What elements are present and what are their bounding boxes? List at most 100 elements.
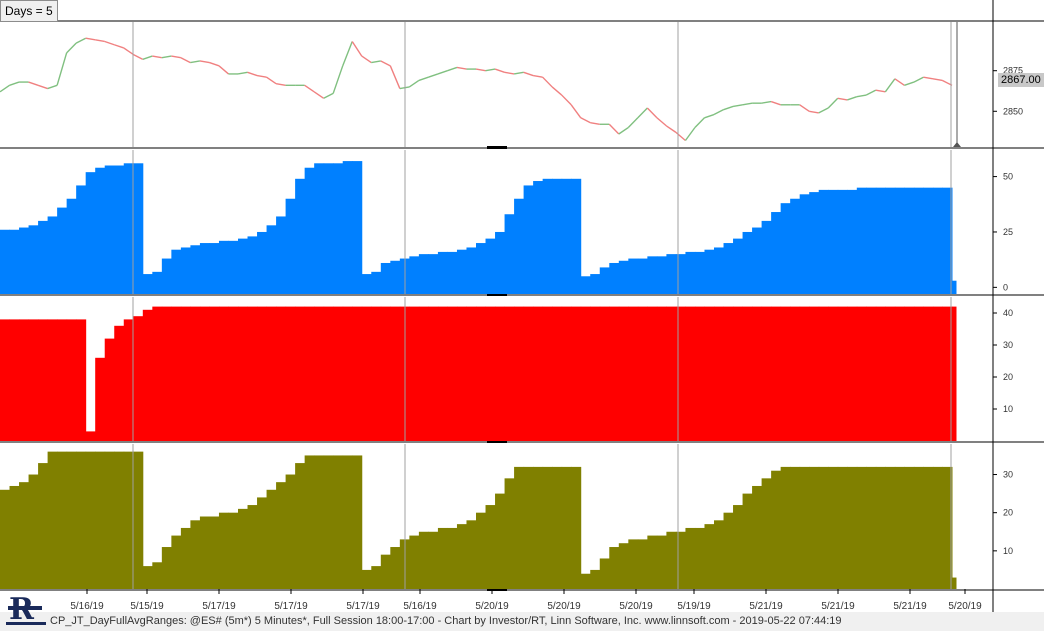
area-bar: [57, 319, 68, 441]
area-bar: [675, 306, 686, 441]
area-bar: [809, 306, 820, 441]
price-segment: [913, 76, 924, 83]
area-bar: [85, 172, 96, 294]
area-bar: [218, 240, 229, 294]
price-segment: [142, 55, 153, 61]
area-bar: [742, 231, 753, 294]
area-bar: [952, 280, 957, 294]
price-segment: [723, 105, 734, 111]
area-bar: [323, 163, 334, 294]
price-segment: [323, 92, 334, 99]
area-bar: [371, 271, 382, 294]
price-segment: [275, 82, 286, 87]
area-bar: [599, 306, 610, 441]
price-segment: [218, 65, 229, 75]
area-bar: [647, 306, 658, 441]
area-bar: [476, 306, 487, 441]
days-setting-label[interactable]: Days = 5: [0, 0, 58, 22]
area-bar: [476, 243, 487, 294]
area-bar: [885, 466, 896, 589]
area-bar: [38, 319, 49, 441]
area-bar: [694, 251, 705, 294]
area-bar: [533, 181, 544, 294]
area-bar: [285, 306, 296, 441]
price-segment: [389, 65, 401, 89]
area-bar: [285, 198, 296, 294]
area-bar: [466, 520, 477, 589]
area-bar: [561, 306, 572, 441]
price-segment: [666, 125, 677, 133]
area-bar: [552, 466, 563, 589]
date-label: 5/20/19: [948, 601, 982, 612]
price-segment: [551, 86, 563, 96]
area-bar: [866, 187, 877, 294]
date-axis: 5/16/19 5/15/19 5/17/19 5/17/19 5/17/19 5/16/…: [70, 589, 982, 612]
area-bar: [590, 569, 601, 589]
panel-resize-handle[interactable]: [487, 440, 507, 443]
area-bar: [314, 306, 325, 441]
area-bar: [923, 306, 934, 441]
date-label: 5/15/19: [130, 601, 164, 612]
price-segment: [847, 96, 858, 101]
y-tick-label: 50: [1003, 172, 1013, 182]
price-segment: [351, 41, 363, 57]
price-segment: [875, 89, 886, 93]
price-segment: [104, 40, 115, 46]
footer-caption: CP_JT_DayFullAvgRanges: @ES# (5m*) 5 Min…: [50, 615, 842, 627]
area-bar: [409, 535, 420, 589]
area-bar: [894, 466, 905, 589]
panel-resize-handle[interactable]: [487, 146, 507, 149]
area-bar: [447, 306, 458, 441]
area-bar: [152, 562, 163, 589]
area-bar: [818, 189, 829, 294]
area-bar: [361, 306, 372, 441]
area-bar: [152, 271, 163, 294]
area-bar: [333, 306, 344, 441]
area-bar: [495, 493, 506, 589]
area-bar: [476, 512, 487, 589]
price-segment: [923, 76, 934, 80]
area-bar: [142, 566, 153, 589]
area-bar: [114, 451, 125, 589]
area-bar: [437, 527, 448, 589]
area-bar: [656, 306, 667, 441]
price-segment: [704, 113, 715, 119]
area-bar: [485, 505, 496, 589]
price-segment: [123, 47, 134, 56]
price-segment: [618, 126, 629, 135]
area-bar: [609, 306, 620, 441]
area-bar: [428, 531, 439, 589]
area-bar: [19, 319, 30, 441]
area-bar: [685, 251, 696, 294]
area-bar: [656, 535, 667, 589]
area-bar: [904, 466, 915, 589]
area-bar: [723, 512, 734, 589]
area-bar: [685, 306, 696, 441]
area-bar: [238, 508, 249, 589]
panel-resize-handle[interactable]: [487, 293, 507, 296]
area-bar: [295, 306, 306, 441]
price-segment: [199, 60, 210, 64]
area-bar: [66, 198, 77, 294]
area-bar: [142, 274, 153, 294]
area-bar: [456, 249, 467, 294]
area-bar: [171, 249, 182, 294]
price-segment: [247, 71, 258, 77]
price-segment: [504, 71, 515, 75]
price-segment: [590, 121, 600, 125]
area-bar: [342, 161, 353, 294]
panel-resize-handle[interactable]: [487, 588, 507, 591]
area-bar: [218, 306, 229, 441]
area-bar: [257, 306, 268, 441]
price-segment: [256, 74, 267, 78]
area-bar: [114, 165, 125, 294]
area-bar: [761, 478, 772, 589]
area-bar: [780, 306, 791, 441]
area-bar: [913, 306, 924, 441]
price-segment: [66, 42, 77, 54]
area-bar: [190, 520, 201, 589]
area-bar: [495, 306, 506, 441]
price-segment: [371, 60, 381, 64]
area-bar: [161, 547, 172, 589]
area-bar: [485, 238, 496, 294]
